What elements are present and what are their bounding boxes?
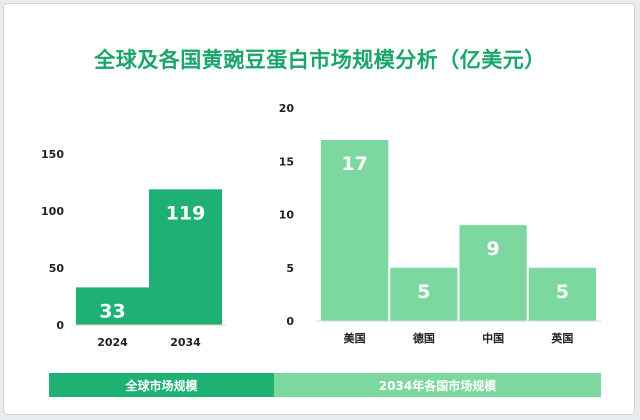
country-data-label: 5: [556, 281, 569, 303]
country-data-label: 9: [487, 238, 500, 260]
global-y-tick-label: 0: [56, 319, 64, 332]
global-y-tick-label: 50: [49, 262, 65, 275]
country-y-tick-label: 10: [279, 209, 295, 222]
country-x-tick-label: 英国: [550, 331, 573, 345]
chart-card: 全球及各国黄豌豆蛋白市场规模分析（亿美元） 0 50 100 150 33 2024 119…: [3, 3, 635, 415]
country-y-tick-label: 20: [279, 102, 295, 115]
global-x-tick-label: 2024: [97, 336, 128, 349]
chart-title: 全球及各国黄豌豆蛋白市场规模分析（亿美元）: [94, 48, 546, 72]
country-x-tick-label: 德国: [412, 331, 435, 345]
country-bar: [459, 225, 527, 321]
country-y-tick-label: 5: [286, 262, 294, 275]
global-bar: [149, 189, 222, 325]
global-x-tick-label: 2034: [170, 336, 201, 349]
country-bar: [528, 267, 596, 321]
global-data-label: 119: [166, 202, 206, 224]
country-x-tick-label: 美国: [344, 331, 366, 345]
country-x-tick-label: 中国: [482, 331, 504, 345]
bar-charts: 0 50 100 150 33 2024 119 2034 0 5 10 15 20 17 美国 5 德国 9 中国…: [41, 102, 601, 349]
country-bar: [321, 139, 389, 321]
global-data-label: 33: [99, 300, 125, 322]
country-y-tick-label: 15: [279, 155, 294, 168]
global-bar: [76, 287, 149, 325]
country-data-label: 5: [417, 281, 430, 303]
global-y-tick-label: 100: [41, 205, 64, 218]
country-data-label: 17: [341, 153, 367, 175]
footer-label-global: 全球市场规模: [49, 373, 274, 397]
country-y-tick-label: 0: [286, 315, 294, 328]
country-bar: [390, 267, 458, 321]
global-y-tick-label: 150: [41, 148, 64, 161]
footer-label-countries: 2034年各国市场规模: [274, 373, 601, 397]
